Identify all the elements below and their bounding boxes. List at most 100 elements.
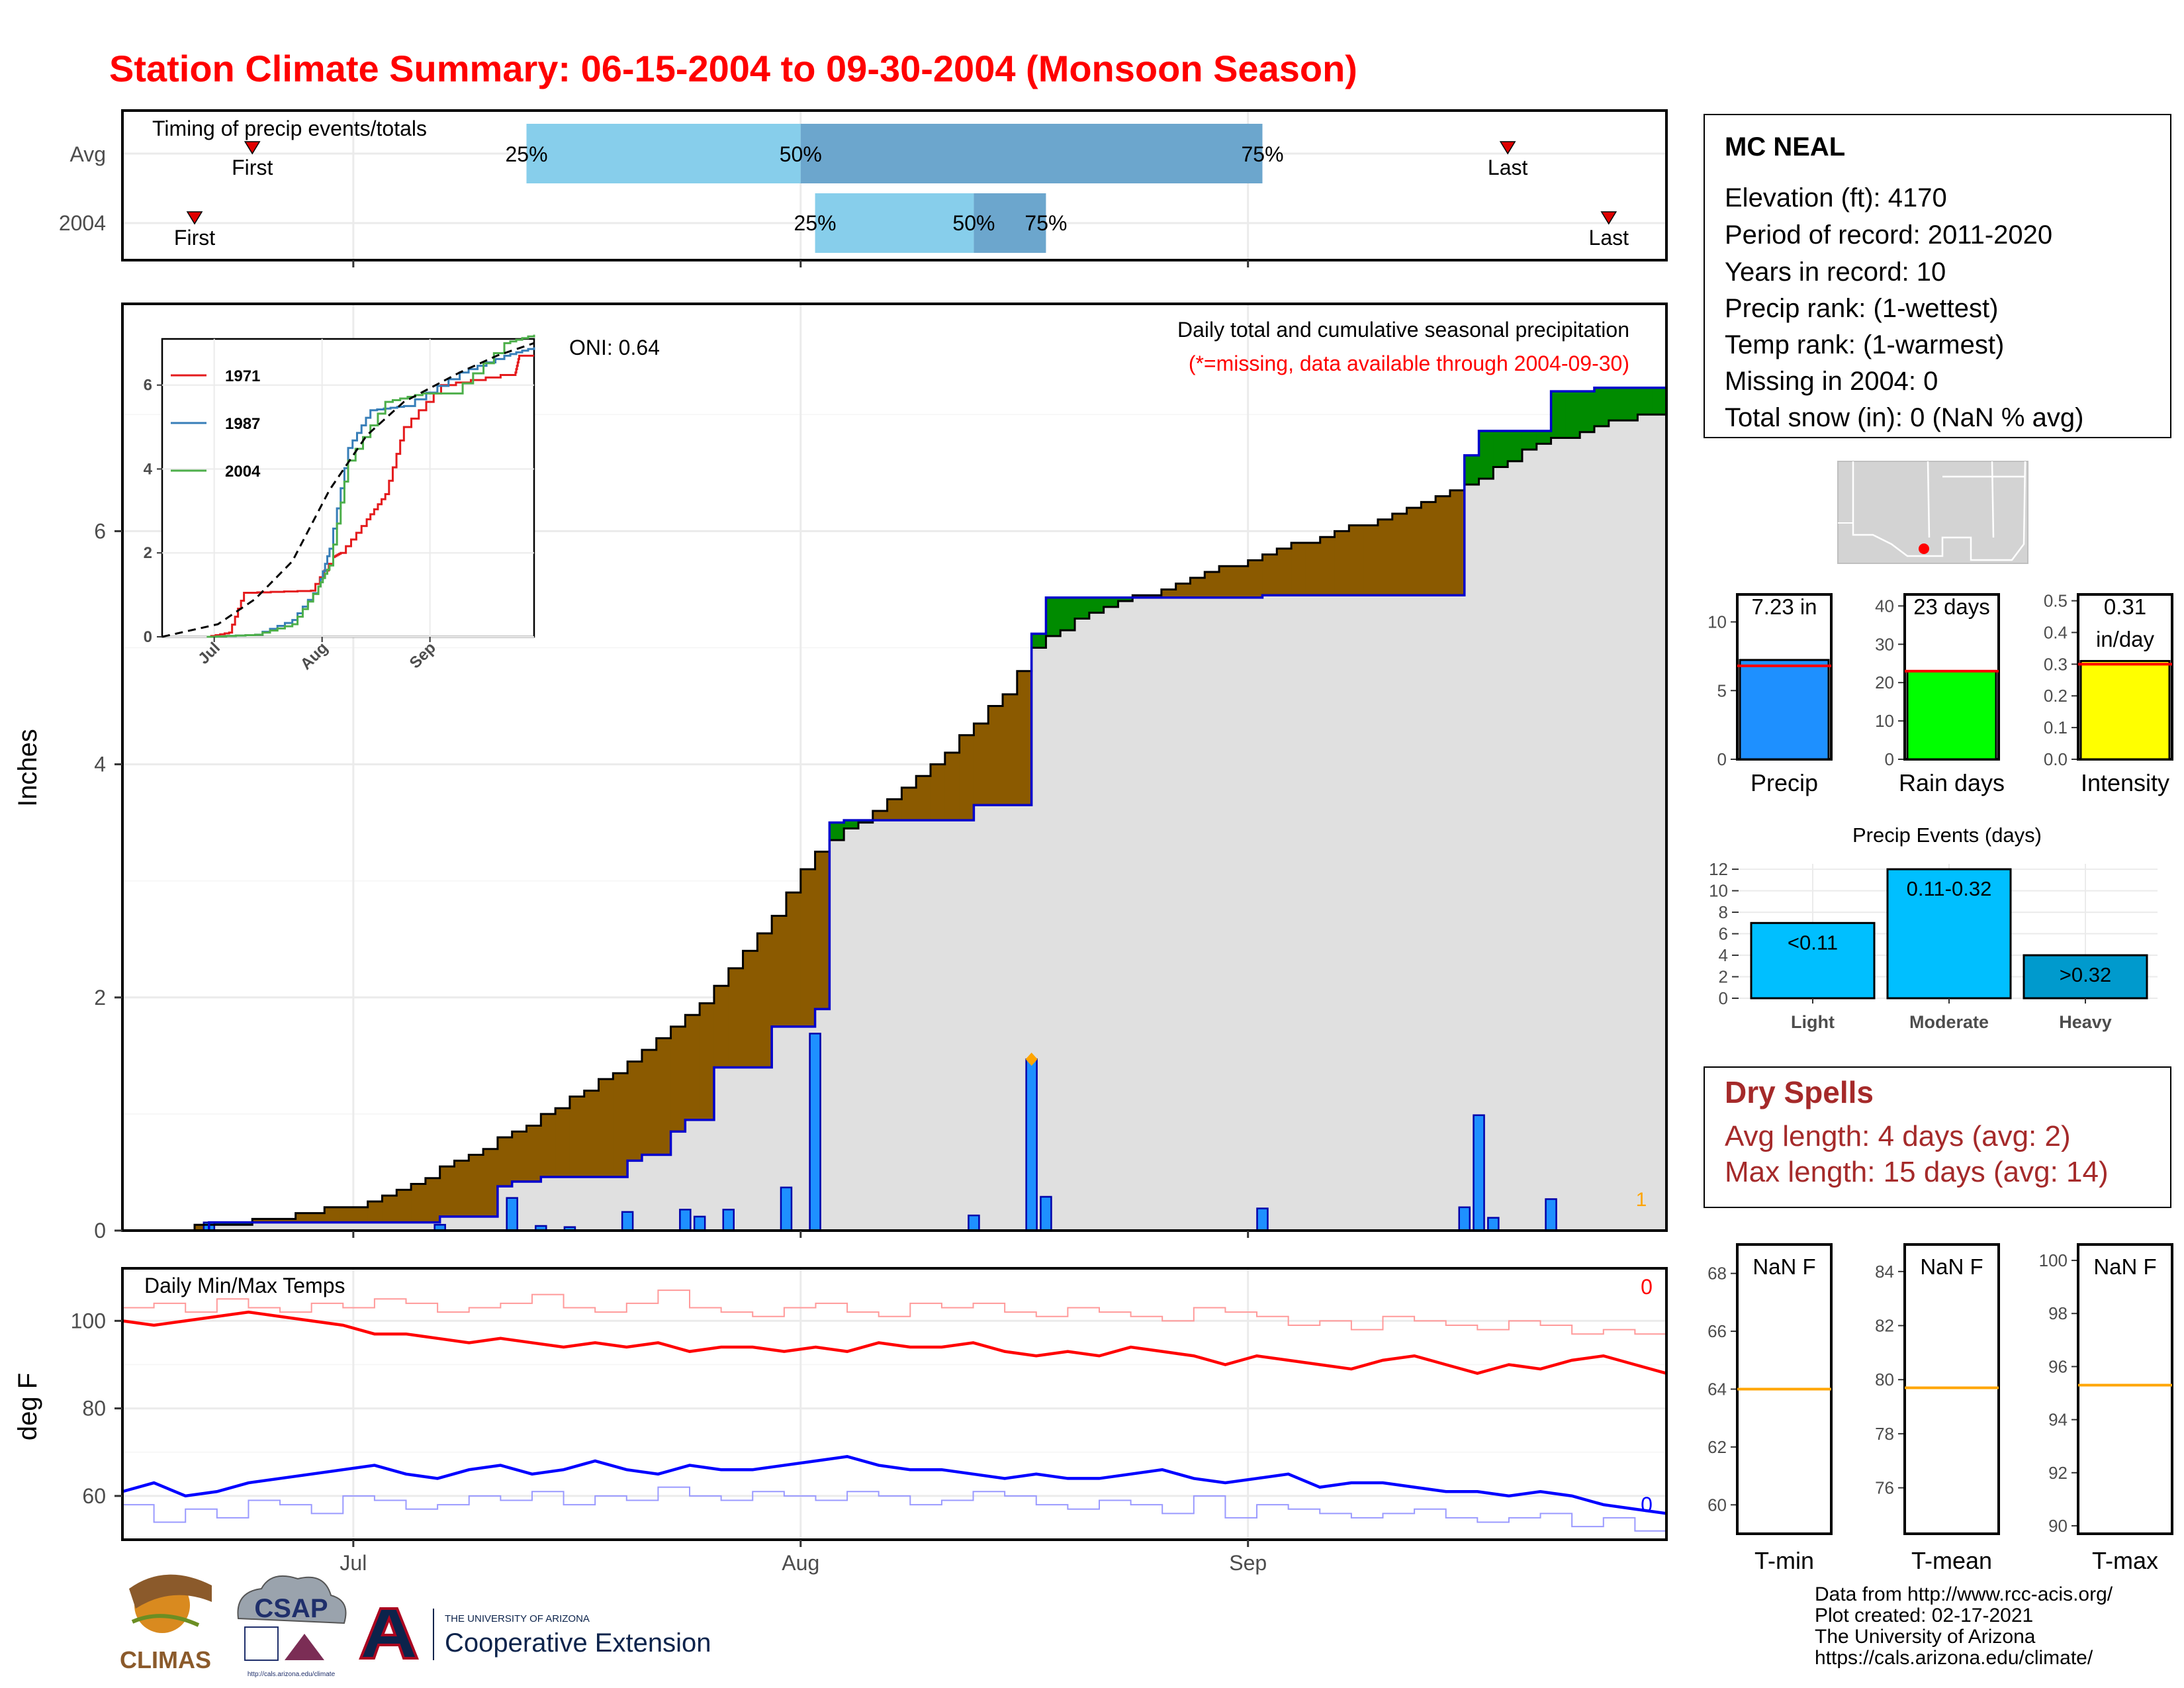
events-y-tick-label: 12 <box>1709 859 1728 879</box>
temp-box-frame-2 <box>2077 1243 2173 1535</box>
events-bar-range-heavy: >0.32 <box>2060 963 2111 986</box>
temp-summary-boxes: 60 62 64 66 68 NaN F T-min 76 78 80 82 84 NaN F T-mea… <box>1707 1243 2173 1574</box>
deficit-band <box>1175 583 1191 598</box>
credits: Data from http://www.rcc-acis.org/ Plot … <box>1815 1583 2113 1669</box>
summary-tick-label: 10 <box>1707 612 1727 632</box>
ua-block-a-icon <box>359 1607 419 1660</box>
events-bar-range-light: <0.11 <box>1788 931 1838 954</box>
temp-box-tick-label: 62 <box>1707 1437 1727 1457</box>
surplus-band <box>1046 597 1061 636</box>
credit-line-data-source: Data from http://www.rcc-acis.org/ <box>1815 1583 2113 1605</box>
timing-label-last: Last <box>1589 226 1629 250</box>
deficit-band <box>252 1219 267 1223</box>
timing-marker-last <box>1499 141 1516 155</box>
precip-panel: 0 2 4 6 Inches Daily total and cumulative s… <box>13 303 1668 1243</box>
temp-box-frame-1 <box>1903 1243 2000 1535</box>
deficit-band <box>195 1225 210 1231</box>
summary-bars: 0 5 10 7.23 in Precip 0 10 20 30 40 23 days Rain da… <box>1707 591 2173 796</box>
csap-logo[interactable]: CSAP http://cals.arizona.edu/climate <box>237 1575 347 1678</box>
oni-label: ONI: 0.64 <box>569 336 660 359</box>
timing-bar-25-50 <box>815 193 974 253</box>
surplus-band <box>1089 597 1105 613</box>
deficit-band <box>541 1113 556 1177</box>
surplus-band <box>1565 391 1580 438</box>
deficit-band <box>1161 589 1177 598</box>
summary-tick-label: 0.5 <box>2044 591 2068 611</box>
summary-value-0: 7.23 in <box>1751 594 1817 619</box>
inset-frame <box>161 338 535 638</box>
deficit-band <box>1017 671 1032 806</box>
daily-precip-bar <box>1473 1114 1485 1232</box>
temp-y-tick-label: 60 <box>82 1484 106 1508</box>
events-y-tick-label: 8 <box>1719 902 1728 922</box>
surplus-band <box>1508 430 1523 461</box>
deficit-band <box>757 933 772 1068</box>
deficit-band <box>411 1184 426 1223</box>
daily-precip-bar <box>693 1215 706 1232</box>
summary-tick-label: 0.0 <box>2044 749 2068 769</box>
deficit-band <box>555 1108 570 1177</box>
inset-line-1971 <box>206 354 534 638</box>
map-background <box>1837 461 2028 564</box>
summary-tick-label: 0.3 <box>2044 654 2068 674</box>
surplus-band <box>208 1222 224 1225</box>
precip-panel-border <box>121 303 1668 1232</box>
surplus-band <box>1060 597 1075 631</box>
timing-bar-50-75 <box>800 124 1263 183</box>
events-bar-light <box>1750 921 1876 1000</box>
daily-precip-bar <box>722 1209 735 1232</box>
deficit-band <box>916 776 931 821</box>
timing-label-first: First <box>174 226 215 250</box>
surplus-band <box>1580 391 1595 432</box>
daily-precip-bar <box>809 1033 821 1232</box>
inset-y-tick-label: 6 <box>144 377 152 395</box>
deficit-band <box>959 735 975 821</box>
surplus-band <box>1522 430 1537 450</box>
timing-marker-first <box>244 141 261 155</box>
timing-label-q25: 25% <box>505 142 547 166</box>
timing-label-first: First <box>232 156 273 179</box>
inset-avg-line <box>161 342 535 638</box>
deficit-band <box>627 1061 643 1161</box>
timing-label-q25: 25% <box>794 211 837 235</box>
temp-box-value-1: NaN F <box>1920 1254 1983 1279</box>
deficit-band <box>1334 531 1349 596</box>
temp-box-label-0: T-min <box>1754 1547 1814 1574</box>
temp-box-tick-label: 80 <box>1875 1370 1894 1389</box>
temp-panel-frame <box>122 1268 1666 1540</box>
temp-lines <box>122 1289 1667 1536</box>
deficit-band <box>267 1219 282 1223</box>
timing-label-q50: 50% <box>952 211 995 235</box>
station-name: MC NEAL <box>1725 132 1845 162</box>
csap-grid-mark <box>244 1626 279 1661</box>
deficit-band <box>1449 490 1465 596</box>
temp-y-tick-label: 80 <box>82 1397 106 1421</box>
locator-map <box>1837 461 2028 564</box>
tmin-avg-line <box>122 1486 1667 1536</box>
summary-label-0: Precip <box>1751 769 1818 796</box>
csap-wordmark: CSAP <box>254 1594 328 1623</box>
summary-tick-label: 0.1 <box>2044 718 2068 737</box>
csap-mountain-mark <box>285 1634 324 1660</box>
station-box: MC NEAL Elevation (ft): 4170 Period of r… <box>1704 114 2171 438</box>
temp-y-axis-label: deg F <box>13 1373 42 1440</box>
climas-wordmark: CLIMAS <box>120 1646 211 1673</box>
temp-panel: 60 80 100 Daily Min/Max Temps deg F 0 0 Ju… <box>13 1267 1668 1575</box>
climas-logo[interactable]: CLIMAS <box>120 1574 212 1673</box>
temp-box-label-1: T-mean <box>1911 1547 1992 1574</box>
events-bar-range-moderate: 0.11-0.32 <box>1907 877 1992 900</box>
summary-label-2: Intensity <box>2081 769 2169 796</box>
timing-row-label-avg: Avg <box>69 142 106 166</box>
deficit-band <box>641 1050 657 1155</box>
station-location-marker <box>1919 543 1929 554</box>
ua-cooperative-extension-logo[interactable]: THE UNIVERSITY OF ARIZONA Cooperative Ex… <box>359 1607 711 1660</box>
csap-url: http://cals.arizona.edu/climate <box>248 1671 336 1678</box>
surplus-band <box>1536 430 1552 444</box>
inset-lines <box>161 334 535 638</box>
temp-box-tick-label: 100 <box>2039 1250 2068 1270</box>
x-tick-label: Aug <box>782 1551 819 1575</box>
ua-cooperative-extension: Cooperative Extension <box>445 1628 711 1658</box>
precip-caption: Daily total and cumulative seasonal prec… <box>1177 318 1629 342</box>
temp-box-tick-label: 76 <box>1875 1478 1894 1498</box>
